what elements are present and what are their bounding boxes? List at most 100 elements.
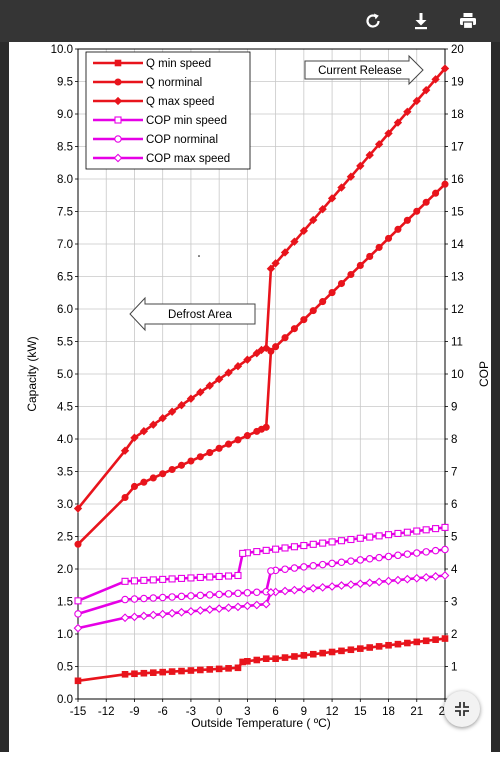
series-point	[393, 118, 403, 127]
series-point	[281, 334, 289, 342]
series-point	[328, 289, 336, 297]
x-tick-label: -3	[186, 706, 196, 718]
refresh-icon	[366, 13, 380, 28]
series-point	[394, 640, 402, 648]
series-point	[422, 637, 430, 645]
series-point	[252, 600, 262, 610]
series-point	[291, 653, 298, 660]
series-point	[130, 482, 139, 491]
fit-screen-icon	[455, 702, 469, 716]
legend-item: Q max speed	[93, 96, 214, 108]
series-point	[384, 552, 393, 561]
series-point	[403, 528, 411, 536]
series-point	[319, 539, 327, 547]
refresh-button[interactable]	[357, 5, 389, 37]
series-point	[375, 243, 383, 251]
x-tick-label: 21	[410, 706, 423, 718]
series-point	[177, 461, 186, 469]
series-point	[413, 638, 421, 646]
y-tick-label: 9.0	[57, 109, 73, 121]
series-point	[167, 407, 177, 416]
series-point	[394, 529, 402, 537]
series-1	[74, 180, 449, 548]
series-point	[74, 677, 82, 685]
y-tick-label: 7.5	[57, 207, 73, 219]
series-point	[384, 234, 393, 242]
series-point	[394, 225, 402, 233]
legend-item: COP min speed	[93, 115, 227, 127]
x-tick-label: 12	[326, 706, 339, 718]
series-point	[422, 198, 430, 206]
legend-item: Q norminal	[93, 77, 202, 89]
series-point	[422, 548, 430, 556]
y2-tick-label: 15	[451, 207, 464, 219]
series-point	[121, 577, 129, 585]
series-point	[167, 608, 177, 618]
series-point	[196, 453, 204, 461]
series-point	[206, 573, 214, 581]
x-axis-label: Outside Temperature ( ºC)	[191, 716, 331, 730]
series-point	[262, 343, 271, 353]
series-point	[318, 205, 327, 214]
legend-item: Q min speed	[93, 58, 211, 70]
series-point	[384, 531, 393, 539]
viewer-toolbar	[0, 0, 500, 43]
series-point	[140, 478, 148, 486]
series-point	[214, 375, 224, 384]
series-point	[168, 593, 176, 601]
series-point	[356, 261, 364, 270]
legend: Q min speed Q norminal Q max speed COP min …	[85, 51, 251, 170]
series-point	[337, 279, 346, 288]
legend-label: COP min speed	[146, 115, 227, 127]
series-point	[148, 610, 158, 620]
series-point	[187, 457, 195, 465]
y-tick-label: 9.5	[57, 77, 73, 89]
series-point	[281, 544, 289, 552]
legend-label: Q norminal	[146, 77, 202, 89]
series-point	[365, 150, 374, 160]
series-point	[402, 574, 412, 584]
series-point	[120, 446, 130, 455]
fit-screen-button[interactable]	[444, 691, 480, 727]
legend-marker	[114, 116, 122, 124]
print-button[interactable]	[452, 5, 484, 37]
series-point	[337, 537, 346, 545]
series-point	[215, 444, 223, 452]
series-point	[214, 604, 224, 614]
y-tick-label: 6.0	[57, 304, 73, 316]
series-point	[347, 270, 355, 279]
series-point	[168, 465, 176, 474]
series-point	[243, 432, 251, 440]
series-point	[74, 610, 82, 618]
series-point	[328, 559, 336, 568]
y2-tick-label: 1	[451, 662, 457, 674]
series-point	[140, 576, 148, 584]
series-point	[441, 180, 449, 188]
series-point	[440, 64, 450, 73]
series-point	[130, 577, 139, 585]
series-point	[355, 579, 365, 589]
legend-marker	[114, 59, 122, 67]
series-point	[441, 523, 449, 531]
download-button[interactable]	[405, 5, 437, 37]
legend-label: COP max speed	[146, 153, 230, 165]
y2-tick-label: 6	[451, 499, 457, 511]
series-point	[365, 578, 375, 588]
y2-tick-label: 14	[451, 239, 464, 251]
series-point	[441, 635, 449, 642]
y-tick-label: 4.0	[57, 434, 73, 446]
series-point	[262, 546, 270, 554]
y-tick-label: 1.5	[57, 597, 73, 609]
series-point	[253, 656, 261, 664]
series-point	[239, 658, 246, 666]
stray-dot	[198, 255, 200, 257]
y2-tick-label: 13	[451, 272, 464, 284]
series-point	[403, 216, 411, 224]
legend-marker	[114, 135, 122, 143]
series-point	[234, 436, 242, 444]
series-point	[266, 264, 276, 273]
series-point	[300, 541, 308, 550]
series-point	[319, 298, 327, 306]
series-point	[366, 644, 374, 651]
